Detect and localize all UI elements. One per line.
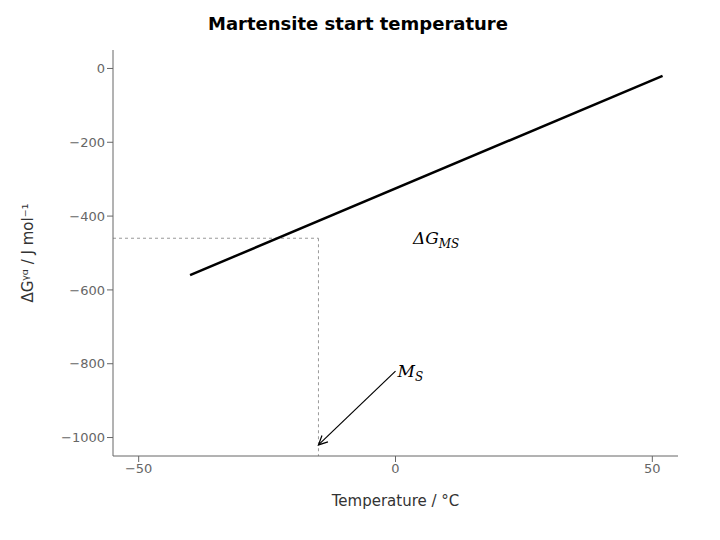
svg-text:−50: −50 [125, 461, 152, 476]
svg-text:0: 0 [97, 61, 105, 76]
svg-text:ΔGᵞᵅ / J mol⁻¹: ΔGᵞᵅ / J mol⁻¹ [19, 203, 37, 302]
svg-text:MS: MS [397, 361, 424, 384]
svg-text:−200: −200 [69, 135, 105, 150]
svg-text:50: 50 [644, 461, 661, 476]
svg-text:−600: −600 [69, 283, 105, 298]
html-text:Martensite start temperature: Martensite start temperature [208, 13, 508, 34]
svg-text:−400: −400 [69, 209, 105, 224]
svg-text:ΔGMS: ΔGMS [412, 228, 459, 251]
svg-text:Temperature / °C: Temperature / °C [331, 492, 460, 510]
svg-text:−800: −800 [69, 356, 105, 371]
svg-text:−1000: −1000 [61, 430, 105, 445]
svg-text:0: 0 [391, 461, 399, 476]
